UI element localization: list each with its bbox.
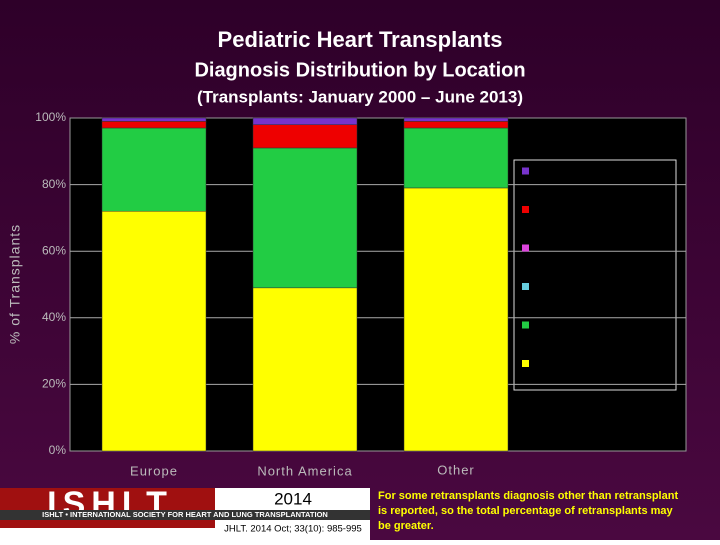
y-tick-label: 60% — [42, 243, 66, 257]
year: 2014 — [274, 489, 312, 508]
bar-segment — [403, 117, 509, 122]
legend-swatch — [522, 360, 529, 367]
x-tick-label: Other — [437, 462, 475, 477]
chart-title: Pediatric Heart Transplants — [218, 27, 503, 52]
bar-segment — [252, 117, 358, 125]
y-tick-label: 40% — [42, 310, 66, 324]
y-tick-label: 0% — [49, 443, 67, 457]
logo-block — [0, 488, 215, 528]
footnote: For some retransplants diagnosis other t… — [378, 490, 678, 502]
chart-subtitle: (Transplants: January 2000 – June 2013) — [197, 87, 523, 106]
chart-subtitle: Diagnosis Distribution by Location — [194, 59, 525, 81]
bar-segment — [101, 121, 207, 129]
bar-segment — [252, 124, 358, 149]
legend-swatch — [522, 321, 529, 329]
legend-swatch — [522, 167, 529, 175]
y-tick-label: 80% — [42, 177, 66, 191]
y-axis-label: % of Transplants — [7, 224, 23, 344]
footnote: is reported, so the total percentage of … — [378, 505, 674, 517]
x-tick-label: North America — [257, 463, 352, 478]
bar-segment — [252, 287, 358, 452]
legend-swatch — [522, 244, 529, 252]
bar-segment — [403, 121, 509, 129]
bar-segment — [101, 210, 207, 452]
tagline-band — [0, 510, 370, 520]
legend-swatch — [522, 206, 529, 213]
bar-segment — [101, 127, 207, 212]
bar-segment — [403, 127, 509, 189]
bar-segment — [252, 147, 358, 289]
legend — [513, 159, 677, 391]
bar-segment — [403, 187, 509, 452]
x-tick-label: Europe — [130, 463, 178, 478]
citation: JHLT. 2014 Oct; 33(10): 985-995 — [224, 524, 362, 535]
y-tick-label: 20% — [42, 377, 66, 391]
legend-swatch — [522, 283, 529, 290]
bar-segment — [101, 117, 207, 122]
tagline: ISHLT • INTERNATIONAL SOCIETY FOR HEART … — [42, 510, 328, 519]
footnote: be greater. — [378, 520, 434, 532]
y-tick-label: 100% — [35, 110, 66, 124]
